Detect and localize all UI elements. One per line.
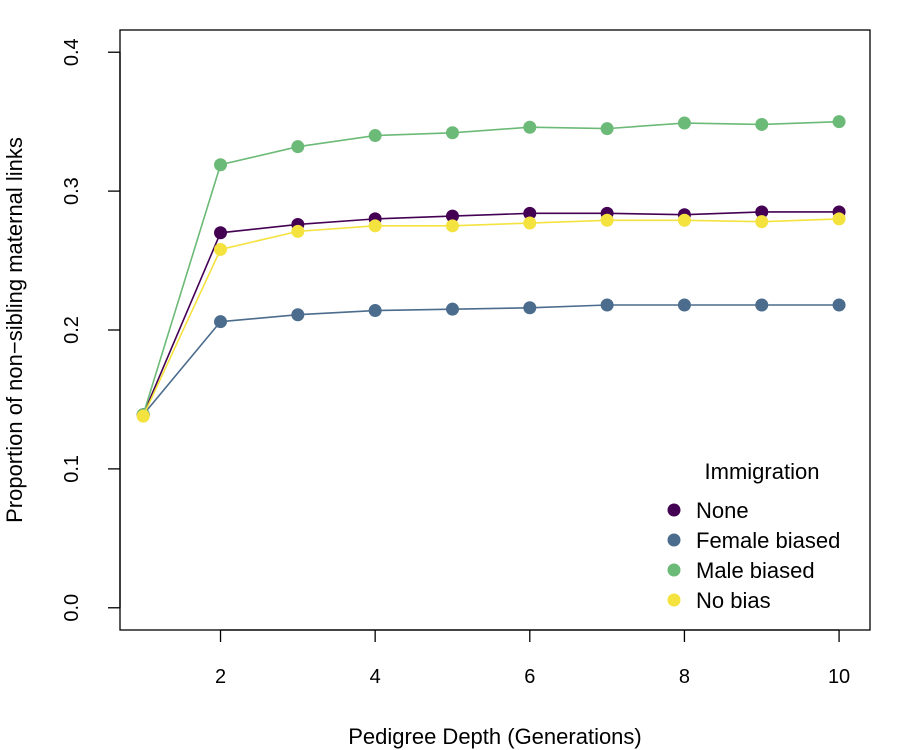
- data-point: [755, 298, 769, 312]
- data-point: [677, 298, 691, 312]
- x-axis-title: Pedigree Depth (Generations): [348, 724, 642, 749]
- data-point: [832, 212, 846, 226]
- data-point: [677, 213, 691, 227]
- data-point: [368, 304, 382, 318]
- legend-title: Immigration: [705, 459, 820, 484]
- x-tick-label: 10: [828, 666, 850, 688]
- legend-label: No bias: [696, 588, 771, 613]
- data-point: [445, 302, 459, 316]
- series-line: [142, 211, 840, 416]
- legend-marker: [667, 593, 681, 607]
- x-tick-label: 6: [524, 666, 535, 688]
- data-point: [214, 226, 228, 240]
- y-tick-label: 0.1: [61, 455, 83, 483]
- data-point: [755, 205, 769, 219]
- data-point: [523, 301, 537, 315]
- data-point: [368, 219, 382, 233]
- series-line: [142, 218, 840, 417]
- series-line: [142, 304, 840, 416]
- data-point: [445, 126, 459, 140]
- x-tick-label: 2: [215, 666, 226, 688]
- series-line: [142, 120, 840, 415]
- y-axis-title: Proportion of non−sibling maternal links: [2, 137, 27, 523]
- data-point: [445, 219, 459, 233]
- y-tick-label: 0.4: [61, 38, 83, 66]
- legend-marker: [667, 533, 681, 547]
- x-axis: 2 4 6 8 10: [215, 629, 850, 688]
- y-tick-label: 0.2: [61, 316, 83, 344]
- series-layer: [136, 115, 846, 423]
- data-point: [755, 215, 769, 229]
- data-point: [214, 315, 228, 329]
- data-point: [523, 206, 537, 220]
- legend: Immigration None Female biased Male biased…: [667, 459, 840, 613]
- legend-label: Female biased: [696, 528, 840, 553]
- series-male-biased: [136, 115, 846, 422]
- data-point: [214, 158, 228, 172]
- data-point: [291, 140, 305, 154]
- legend-label: Male biased: [696, 558, 815, 583]
- data-point: [445, 209, 459, 223]
- data-point: [677, 116, 691, 130]
- series-no-bias: [136, 212, 846, 423]
- data-point: [600, 298, 614, 312]
- data-point: [755, 117, 769, 131]
- legend-marker: [667, 503, 681, 517]
- y-tick-label: 0.3: [61, 177, 83, 205]
- legend-label: None: [696, 498, 749, 523]
- data-point: [832, 298, 846, 312]
- legend-marker: [667, 563, 681, 577]
- data-point: [136, 409, 150, 423]
- data-point: [368, 129, 382, 143]
- data-point: [523, 216, 537, 230]
- y-axis: 0.0 0.1 0.2 0.3 0.4: [61, 38, 121, 622]
- x-tick-label: 8: [679, 666, 690, 688]
- data-point: [214, 242, 228, 256]
- x-tick-label: 4: [370, 666, 381, 688]
- data-point: [600, 213, 614, 227]
- data-point: [600, 122, 614, 136]
- data-point: [832, 115, 846, 129]
- series-none: [136, 205, 846, 422]
- data-point: [291, 308, 305, 322]
- y-tick-label: 0.0: [61, 594, 83, 622]
- data-point: [291, 224, 305, 238]
- data-point: [523, 120, 537, 134]
- series-female-biased: [136, 298, 846, 422]
